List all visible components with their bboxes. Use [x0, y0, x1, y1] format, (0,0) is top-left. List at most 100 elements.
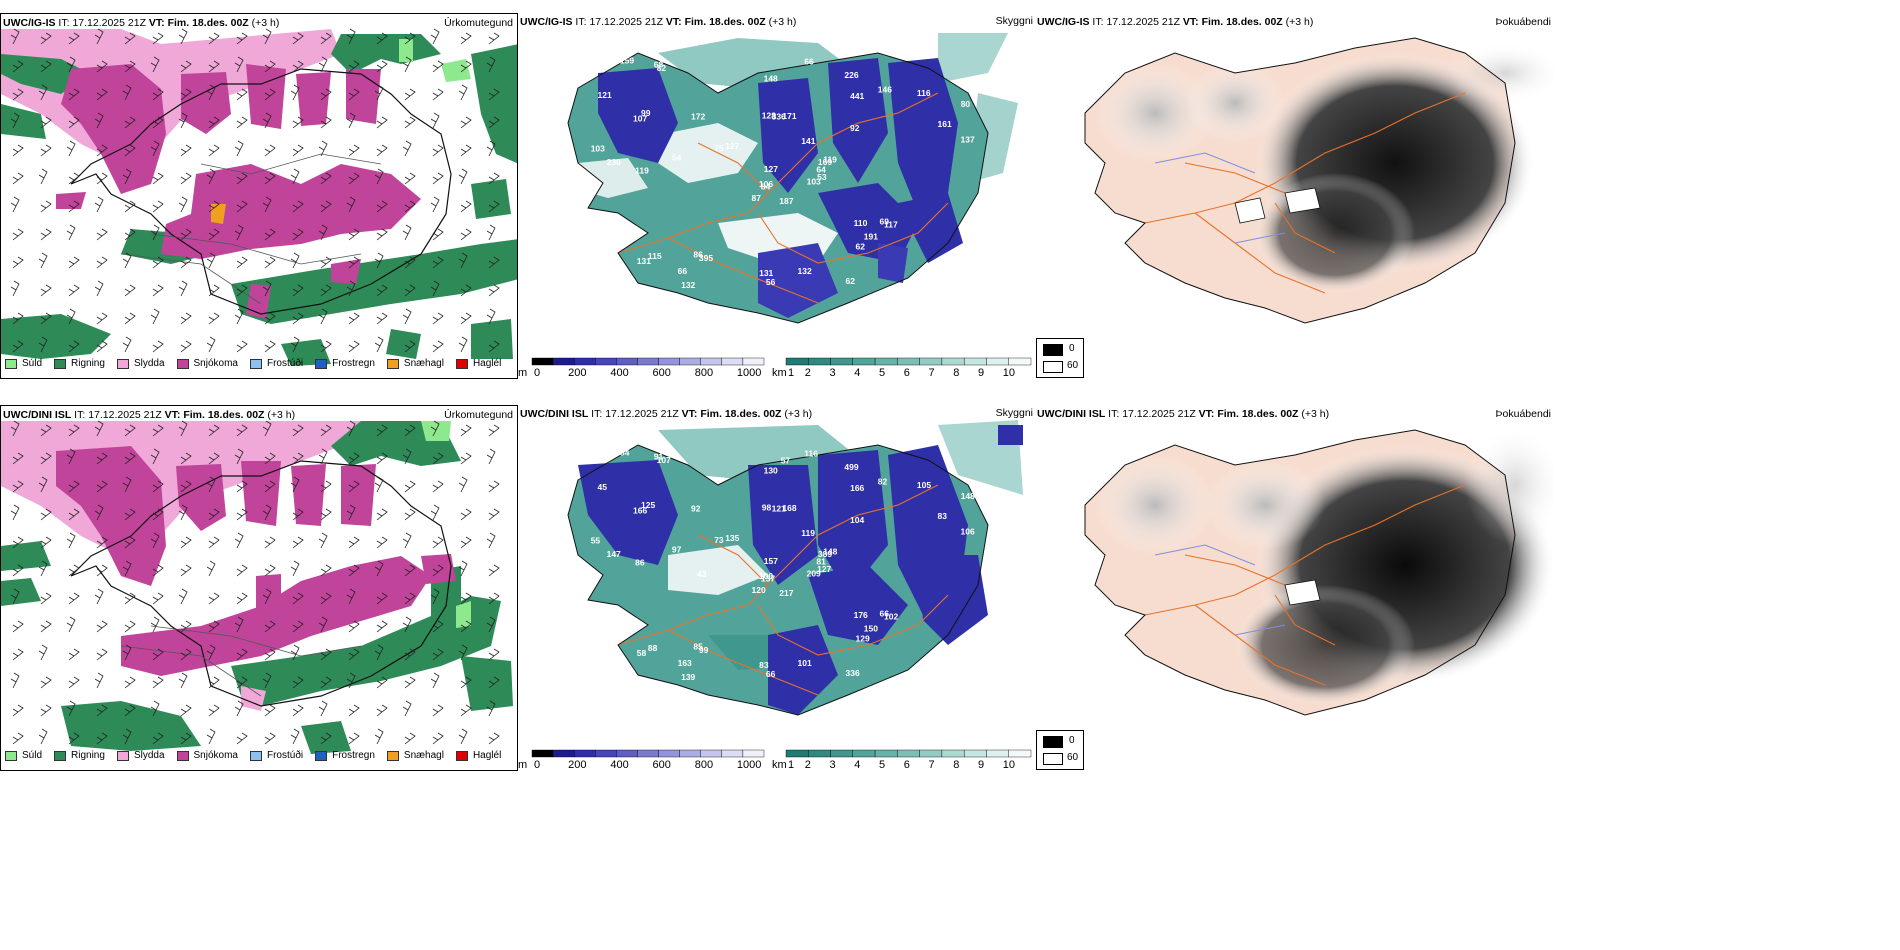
- legend-item: Rigning: [54, 358, 105, 369]
- wind-barb: [292, 424, 304, 437]
- wind-barb: [208, 116, 220, 129]
- wind-barb: [432, 452, 444, 465]
- wind-barb: [458, 728, 468, 745]
- wind-barb: [40, 200, 52, 213]
- wind-barb: [376, 592, 388, 605]
- wind-barb: [96, 452, 108, 465]
- wind-barb: [40, 620, 52, 633]
- wind-barb: [152, 256, 164, 269]
- legend-swatch: [176, 750, 189, 761]
- wind-barb: [94, 112, 104, 129]
- visibility-label: 121: [598, 90, 612, 100]
- colorbar-tick-label: 4: [854, 367, 860, 379]
- wind-barb: [486, 308, 496, 325]
- wind-barb: [432, 480, 444, 493]
- visibility-label: 148: [764, 73, 778, 83]
- wind-barb: [318, 140, 328, 157]
- wind-barb: [348, 228, 360, 241]
- wind-barb: [374, 476, 384, 493]
- wind-barb: [236, 256, 248, 269]
- wind-barb: [488, 340, 500, 353]
- wind-barb: [432, 536, 444, 549]
- colorbar-segment: [658, 357, 680, 366]
- visibility-label: 137: [961, 135, 975, 145]
- wind-barb: [124, 116, 136, 129]
- wind-barb: [236, 116, 248, 129]
- wind-barb: [402, 616, 412, 633]
- visibility-label: 163: [678, 658, 692, 668]
- wind-barb: [66, 224, 76, 241]
- visibility-label: 83: [759, 660, 769, 670]
- wind-barb: [178, 112, 188, 129]
- legend-swatch: [315, 750, 328, 761]
- wind-barb: [12, 536, 24, 549]
- wind-barb: [264, 256, 276, 269]
- wind-barb: [432, 620, 444, 633]
- fog-legend-top: 0 60: [1036, 338, 1084, 378]
- wind-barb: [40, 284, 52, 297]
- wind-barb: [206, 476, 216, 493]
- wind-barb: [432, 564, 444, 577]
- it-value: 17.12.2025 21Z: [589, 16, 663, 28]
- wind-barb: [208, 676, 220, 689]
- wind-barb: [374, 644, 384, 661]
- visibility-label: 139: [681, 672, 695, 682]
- wind-barb: [96, 228, 108, 241]
- wind-barb: [458, 168, 468, 185]
- wind-barb: [180, 60, 192, 73]
- wind-barb: [376, 144, 388, 157]
- wind-barb: [68, 648, 80, 661]
- wind-barb: [432, 732, 444, 745]
- it-label: IT:: [591, 408, 603, 420]
- wind-barb: [124, 424, 136, 437]
- visibility-label: 209: [807, 569, 821, 579]
- wind-barb: [68, 200, 80, 213]
- wind-barb: [376, 620, 388, 633]
- wind-barb: [96, 60, 108, 73]
- visibility-label: 75: [714, 143, 724, 153]
- wind-barb: [320, 564, 332, 577]
- height-colorbar-svg: m 0 200 400 600 800 1000: [518, 749, 765, 771]
- wind-barb: [208, 284, 220, 297]
- wind-barb: [150, 224, 160, 241]
- legend-swatch: [455, 358, 468, 369]
- wind-barb: [460, 424, 472, 437]
- wind-barb: [124, 200, 136, 213]
- wind-barb: [432, 648, 444, 661]
- wind-barb: [124, 704, 136, 717]
- wind-barb: [68, 32, 80, 45]
- wind-barb: [348, 564, 360, 577]
- wind-barb: [96, 172, 108, 185]
- colorbar-tick-label: 7: [928, 759, 934, 771]
- visibility-label: 97: [672, 544, 682, 554]
- visibility-label: 191: [864, 231, 878, 241]
- wind-barb: [208, 32, 220, 45]
- wind-barb: [12, 144, 24, 157]
- legend-label: Rigning: [71, 358, 105, 369]
- legend-label: Súld: [22, 358, 43, 369]
- wind-barb: [402, 448, 412, 465]
- wind-barb: [152, 172, 164, 185]
- offset: (+3 h): [251, 17, 280, 29]
- wind-barb: [264, 732, 276, 745]
- offset: (+3 h): [1285, 16, 1314, 28]
- wind-barb: [12, 256, 24, 269]
- wind-barb: [124, 60, 136, 73]
- wind-barb: [320, 508, 332, 521]
- wind-barb: [94, 588, 104, 605]
- visibility-label: 128: [762, 111, 776, 121]
- wind-barb: [124, 620, 136, 633]
- legend-label: Snjókoma: [193, 358, 238, 369]
- wind-barb: [206, 168, 216, 185]
- wind-barb: [348, 704, 360, 717]
- visibility-label: 83: [938, 511, 948, 521]
- wind-barb: [348, 144, 360, 157]
- wind-barb: [486, 700, 496, 717]
- vt-value: Fim. 18.des. 00Z: [684, 16, 766, 28]
- wind-barb: [348, 88, 360, 101]
- visibility-label: 43: [697, 569, 707, 579]
- wind-barb: [66, 616, 76, 633]
- wind-barb: [40, 312, 52, 325]
- vis-colorbar-bottom: km 1 2 3 4 5 6 7 8 9 10: [772, 749, 1035, 771]
- wind-barb: [208, 620, 220, 633]
